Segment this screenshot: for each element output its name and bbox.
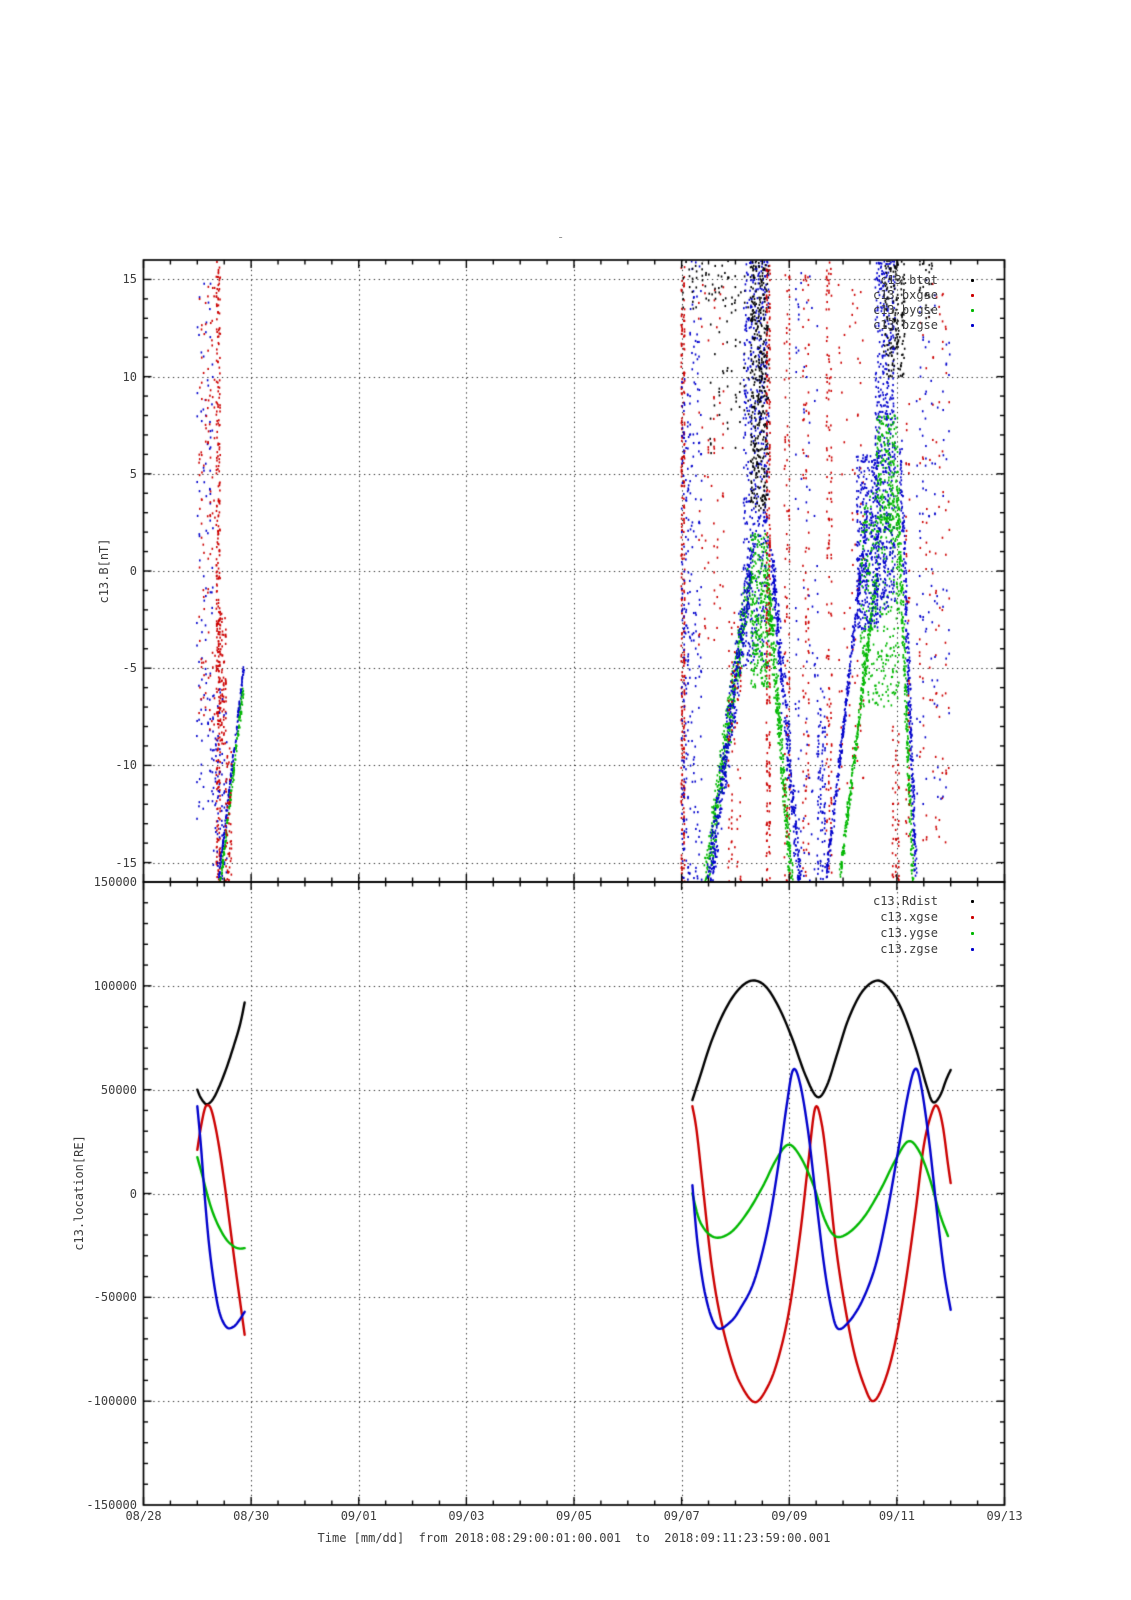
legend-marker-bygse-icon: [971, 309, 974, 312]
plot-title: -: [557, 230, 565, 244]
legend-marker-btot-icon: [971, 279, 974, 282]
legend-label-ygse: c13.ygse: [880, 926, 938, 940]
y-tick-label-location: -150000: [86, 1498, 137, 1512]
x-tick-label: 09/09: [771, 1509, 808, 1523]
y-tick-label-b-field: -5: [122, 661, 137, 676]
y-tick-label-location: 100000: [93, 978, 137, 993]
legend-label-xgse: c13.xgse: [880, 910, 938, 924]
legend-marker-bzgse-icon: [971, 324, 974, 327]
y-tick-label-location: 0: [129, 1186, 137, 1201]
x-tick-label: 09/11: [878, 1509, 915, 1523]
x-tick-label: 08/28: [125, 1509, 162, 1523]
y-tick-label-b-field: 15: [122, 272, 137, 287]
x-tick-label: 09/13: [986, 1509, 1023, 1523]
y-axis-label-b-field: c13.B[nT]: [97, 538, 111, 604]
y-tick-label-b-field: -15: [115, 855, 137, 870]
legend-label-bzgse: c13.bzgse: [872, 318, 938, 332]
x-tick-label: 09/03: [448, 1509, 485, 1523]
y-tick-label-location: 50000: [100, 1082, 137, 1097]
legend-marker-bxgse-icon: [971, 294, 974, 297]
y-tick-label-b-field: -10: [115, 758, 137, 773]
legend-marker-xgse-icon: [971, 916, 974, 919]
x-tick-label: 08/30: [233, 1509, 270, 1523]
legend-label-btot: c13.btot: [880, 273, 938, 287]
y-tick-label-location: -100000: [86, 1394, 137, 1409]
legend-marker-zgse-icon: [971, 948, 974, 951]
x-tick-label: 09/07: [663, 1509, 700, 1523]
legend-label-bygse: c13.bygse: [872, 303, 938, 317]
x-tick-label: 09/01: [340, 1509, 377, 1523]
legend-label-zgse: c13.zgse: [880, 942, 938, 956]
x-axis-label: Time [mm/dd] from 2018:08:29:00:01:00.00…: [317, 1531, 831, 1545]
y-tick-label-b-field: 5: [129, 466, 137, 481]
y-tick-label-location: -50000: [93, 1290, 137, 1305]
legend-label-Rdist: c13.Rdist: [872, 894, 938, 908]
y-tick-label-location: 150000: [93, 875, 137, 889]
legend-marker-ygse-icon: [971, 932, 974, 935]
legend-marker-Rdist-icon: [971, 900, 974, 903]
y-axis-label-location: c13.location[RE]: [72, 1135, 86, 1251]
y-tick-label-b-field: 0: [129, 564, 137, 578]
x-tick-label: 09/05: [555, 1509, 593, 1523]
legend-label-bxgse: c13.bxgse: [872, 288, 938, 302]
y-tick-label-b-field: 10: [122, 369, 137, 384]
